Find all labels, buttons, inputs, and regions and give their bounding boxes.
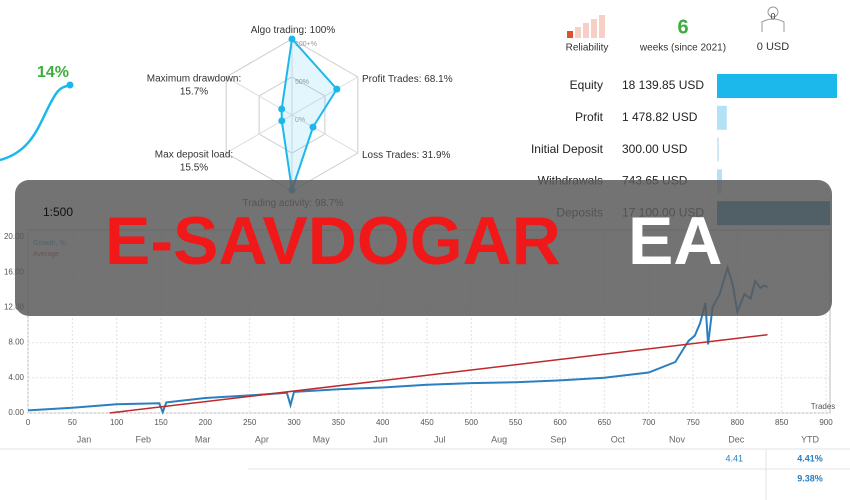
radar-label: Profit Trades: 68.1% (362, 74, 453, 85)
radar-area (280, 36, 339, 191)
banner: 1:500 E-SAVDOGAR EA (15, 180, 832, 316)
x-tick-label: 500 (465, 418, 479, 427)
bar-value-label: 1 478.82 USD (622, 110, 698, 124)
x-tick-label: 850 (775, 418, 789, 427)
month-label: Jan (77, 434, 92, 444)
banner-box (15, 180, 832, 316)
y-tick-label: 4.00 (8, 373, 24, 382)
month-label: Aug (491, 434, 507, 444)
bar-value-label: 300.00 USD (622, 142, 688, 156)
radar-tick-label: 50% (295, 79, 309, 86)
x-tick-label: 300 (287, 418, 301, 427)
x-tick-label: 350 (332, 418, 346, 427)
month-value: 4.41 (725, 453, 743, 463)
x-tick-label: 550 (509, 418, 523, 427)
x-tick-label: 650 (598, 418, 612, 427)
radar-point (278, 117, 286, 125)
radar-value-label: 31.9% (422, 150, 450, 161)
x-tick-label: 50 (68, 418, 77, 427)
banner-title: E-SAVDOGAR (105, 203, 561, 279)
y-tick-label: 12.00 (4, 303, 25, 312)
x-tick-label: 600 (553, 418, 567, 427)
radar-point (288, 35, 296, 43)
weeks-label: weeks (since 2021) (639, 43, 726, 54)
investors-funds: 0 USD (757, 41, 789, 53)
investors-icon (761, 6, 785, 32)
x-tick-label: 900 (819, 418, 833, 427)
banner-suffix: EA (628, 203, 722, 279)
bar (717, 137, 719, 162)
y-tick-label: 20.00 (4, 232, 25, 241)
x-tick-label: 700 (642, 418, 656, 427)
bar-category: Initial Deposit (531, 142, 604, 156)
radar-category: Max deposit load: (155, 150, 233, 161)
x-tick-label: 450 (420, 418, 434, 427)
line-series (109, 333, 768, 414)
radar-category: Loss Trades: (362, 150, 419, 161)
radar-axis (291, 114, 359, 154)
bar-value-label: 18 139.85 USD (622, 78, 704, 92)
sparkline-dot (66, 81, 74, 89)
reliability-icon (567, 15, 605, 38)
radar-label: Loss Trades: 31.9% (362, 150, 451, 161)
x-tick-label: 150 (154, 418, 168, 427)
radar-value-label: 68.1% (424, 74, 452, 85)
radar-label: Algo trading: 100% (251, 25, 336, 36)
bar (717, 105, 727, 130)
month-label: YTD (801, 434, 820, 444)
x-tick-label: 100 (110, 418, 124, 427)
x-tick-label: 200 (199, 418, 213, 427)
radar-category: Algo trading: (251, 25, 307, 36)
ytd-value: 9.38% (797, 473, 823, 483)
radar-axis (291, 76, 359, 116)
month-label: Feb (136, 434, 152, 444)
month-label: Sep (550, 434, 566, 444)
month-label: Nov (669, 434, 686, 444)
bar-category: Equity (570, 78, 603, 92)
month-label: Oct (611, 434, 626, 444)
investors: 0 (770, 11, 775, 21)
radar-tick-label: 0% (295, 117, 305, 124)
weeks: 6 (677, 16, 688, 38)
radar-point (333, 85, 341, 93)
month-label: Apr (255, 434, 269, 444)
x-tick-label: 250 (243, 418, 257, 427)
growth-badge: 14% (37, 64, 69, 81)
month-label: Jul (434, 434, 446, 444)
month-label: Mar (195, 434, 211, 444)
x-axis-label: Trades (811, 402, 836, 411)
bar (717, 74, 837, 98)
x-tick-label: 0 (26, 418, 31, 427)
radar-value-label: 15.7% (180, 87, 208, 98)
y-tick-label: 0.00 (8, 408, 24, 417)
radar-value-label: 100% (310, 25, 336, 36)
x-tick-label: 800 (731, 418, 745, 427)
radar-point (309, 123, 317, 131)
month-label: Jun (373, 434, 388, 444)
month-label: May (313, 434, 331, 444)
bar-category: Profit (575, 110, 604, 124)
x-tick-label: 750 (686, 418, 700, 427)
radar-category: Profit Trades: (362, 74, 421, 85)
radar-category: Maximum drawdown: (147, 74, 241, 85)
radar-value-label: 15.5% (180, 163, 208, 174)
radar-tick-label: 100+% (295, 41, 317, 48)
x-tick-label: 400 (376, 418, 390, 427)
y-tick-label: 16.00 (4, 267, 25, 276)
reliability-label: Reliability (566, 43, 609, 54)
radar-point (278, 105, 286, 113)
ytd-value: 4.41% (797, 453, 823, 463)
month-label: Dec (728, 434, 745, 444)
y-tick-label: 8.00 (8, 338, 24, 347)
leverage: 1:500 (43, 205, 73, 219)
sparkline (0, 83, 71, 162)
